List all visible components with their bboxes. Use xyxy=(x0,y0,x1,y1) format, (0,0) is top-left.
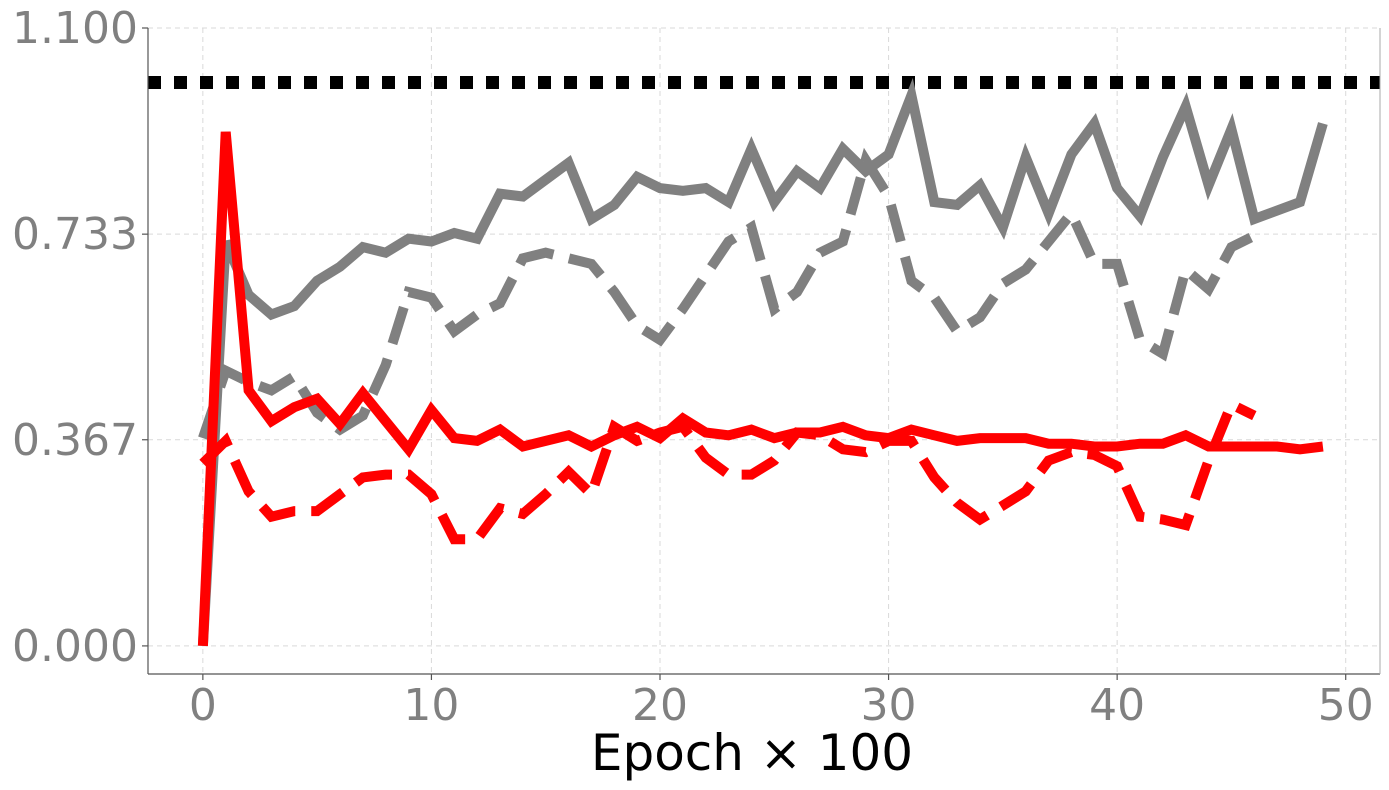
series-line-2 xyxy=(198,147,1257,440)
x-tick-label: 40 xyxy=(1089,680,1145,731)
series-line-1 xyxy=(197,77,1328,647)
series-line-3 xyxy=(197,131,1324,647)
axes xyxy=(147,28,1381,675)
x-tick-label: 20 xyxy=(632,680,688,731)
x-tick-label: 50 xyxy=(1318,680,1374,731)
x-tick-label: 30 xyxy=(861,680,917,731)
x-tick-label: 10 xyxy=(403,680,459,731)
y-tick-label: 0.367 xyxy=(12,415,138,466)
x-tick-label: 0 xyxy=(189,680,217,731)
series-line-4 xyxy=(199,397,1257,545)
x-axis-title: Epoch × 100 xyxy=(591,724,913,782)
series-layer xyxy=(197,77,1328,647)
tick-labels: 0 10 20 30 40 50 0.000 0.367 0.733 1.100 xyxy=(12,3,1374,731)
y-tick-label: 0.000 xyxy=(12,621,138,672)
y-tick-label: 1.100 xyxy=(12,3,138,54)
y-tick-label: 0.733 xyxy=(12,209,138,260)
